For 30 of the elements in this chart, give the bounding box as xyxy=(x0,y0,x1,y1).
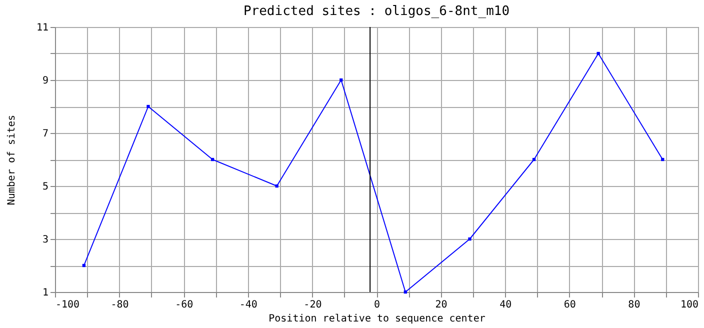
x-tick-label: 0 xyxy=(374,300,380,310)
x-tick-label: 80 xyxy=(628,300,640,310)
point xyxy=(404,290,408,294)
point xyxy=(532,158,536,162)
x-tick-label: -40 xyxy=(239,300,258,310)
x-tick-label: -80 xyxy=(110,300,129,310)
point xyxy=(340,78,343,82)
x-tick-label: -20 xyxy=(304,300,322,310)
x-axis-title: Position relative to sequence center xyxy=(268,314,486,324)
y-tick-label: 9 xyxy=(42,76,48,86)
point xyxy=(661,158,664,162)
point xyxy=(596,52,600,56)
y-tick-label: 11 xyxy=(36,22,48,34)
x-tick-label: 100 xyxy=(680,300,698,310)
point xyxy=(82,264,86,268)
x-tick-label: -100 xyxy=(56,300,80,310)
point xyxy=(210,158,214,162)
point xyxy=(275,184,278,188)
y-axis-title: Number of sites xyxy=(6,114,18,206)
y-tick-label: 1 xyxy=(42,288,48,298)
y-tick-label: 3 xyxy=(42,234,48,246)
x-tick-label: 20 xyxy=(435,300,448,310)
x-tick-label: -60 xyxy=(175,300,194,310)
point xyxy=(468,237,472,241)
y-tick-label: 7 xyxy=(42,128,48,140)
x-tick-label: 60 xyxy=(564,300,576,310)
y-tick-label: 5 xyxy=(42,182,48,192)
x-tick-label: 40 xyxy=(500,300,512,310)
point xyxy=(146,104,150,108)
chart-title: Predicted sites : oligos_6-8nt_m10 xyxy=(243,4,510,19)
